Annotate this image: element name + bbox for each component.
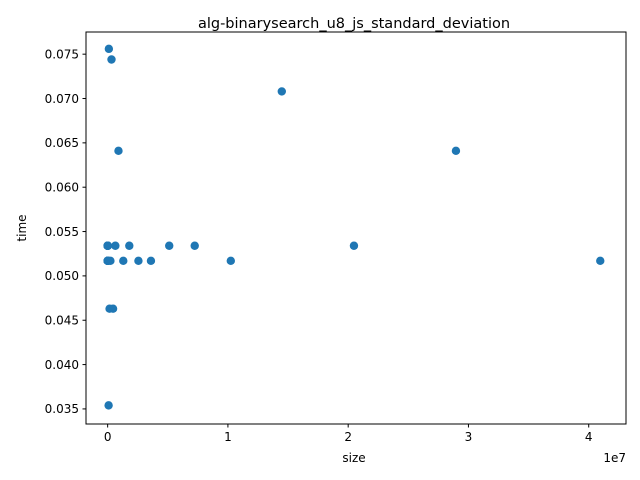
y-tick-label: 0.045 [45, 314, 79, 328]
data-point [165, 241, 174, 250]
data-point [107, 55, 116, 64]
data-point [103, 241, 113, 250]
y-tick-label: 0.055 [45, 225, 79, 239]
data-point [119, 256, 128, 266]
x-axis-label: size [342, 451, 365, 465]
data-points [103, 44, 605, 410]
data-point [226, 256, 236, 266]
data-point [125, 241, 134, 250]
data-point [451, 146, 461, 156]
y-axis-label: time [15, 214, 29, 241]
plot-frame [85, 31, 627, 425]
data-point [349, 241, 359, 250]
y-tick-label: 0.035 [45, 402, 79, 416]
data-point [277, 87, 286, 96]
x-axis-ticks: 0 1 2 3 4 [104, 424, 593, 444]
y-tick-label: 0.075 [45, 47, 79, 61]
data-point [106, 256, 115, 266]
data-point [114, 146, 123, 156]
x-tick-label: 0 [104, 430, 112, 444]
x-axis-offset-label: 1e7 [603, 451, 626, 465]
x-tick-label: 4 [585, 430, 593, 444]
y-tick-label: 0.070 [45, 92, 79, 106]
data-point [190, 241, 199, 250]
data-point [134, 256, 143, 266]
data-point [111, 241, 120, 250]
x-tick-label: 1 [224, 430, 232, 444]
x-tick-label: 3 [465, 430, 473, 444]
data-point [104, 401, 113, 410]
y-tick-label: 0.065 [45, 136, 79, 150]
data-point [108, 304, 118, 313]
x-tick-label: 2 [344, 430, 352, 444]
y-axis-ticks: 0.035 0.040 0.045 0.050 0.055 0.060 0.065 0.070… [45, 47, 86, 416]
y-tick-label: 0.050 [45, 269, 79, 283]
data-point [104, 44, 114, 54]
data-point [596, 256, 605, 266]
y-tick-label: 0.060 [45, 181, 79, 195]
chart-title: alg-binarysearch_u8_js_standard_deviatio… [198, 16, 510, 32]
data-point [146, 256, 156, 266]
y-tick-label: 0.040 [45, 358, 79, 372]
